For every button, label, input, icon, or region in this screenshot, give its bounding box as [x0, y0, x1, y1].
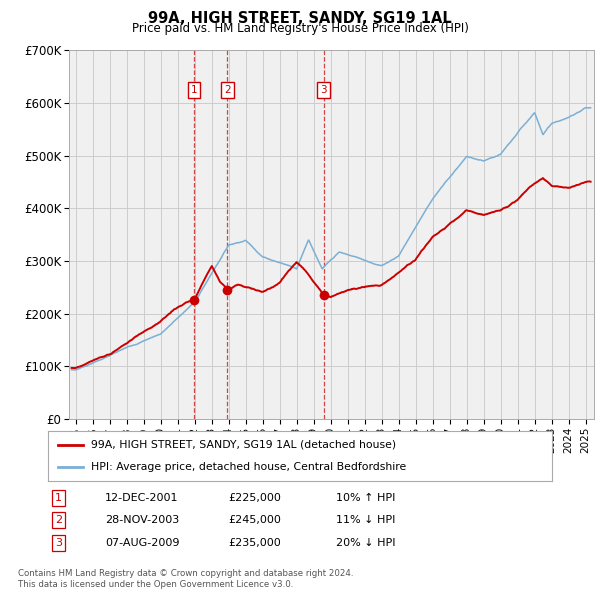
- Text: 99A, HIGH STREET, SANDY, SG19 1AL: 99A, HIGH STREET, SANDY, SG19 1AL: [148, 11, 452, 25]
- Text: 12-DEC-2001: 12-DEC-2001: [105, 493, 179, 503]
- Text: HPI: Average price, detached house, Central Bedfordshire: HPI: Average price, detached house, Cent…: [91, 462, 406, 472]
- Text: Price paid vs. HM Land Registry's House Price Index (HPI): Price paid vs. HM Land Registry's House …: [131, 22, 469, 35]
- Text: 2: 2: [55, 516, 62, 525]
- Text: 11% ↓ HPI: 11% ↓ HPI: [336, 516, 395, 525]
- Text: Contains HM Land Registry data © Crown copyright and database right 2024.
This d: Contains HM Land Registry data © Crown c…: [18, 569, 353, 589]
- Text: £225,000: £225,000: [228, 493, 281, 503]
- Text: 3: 3: [320, 84, 327, 94]
- Text: 20% ↓ HPI: 20% ↓ HPI: [336, 538, 395, 548]
- Text: 07-AUG-2009: 07-AUG-2009: [105, 538, 179, 548]
- Text: 3: 3: [55, 538, 62, 548]
- Text: 1: 1: [55, 493, 62, 503]
- Text: 2: 2: [224, 84, 230, 94]
- Text: £245,000: £245,000: [228, 516, 281, 525]
- Text: 99A, HIGH STREET, SANDY, SG19 1AL (detached house): 99A, HIGH STREET, SANDY, SG19 1AL (detac…: [91, 440, 396, 450]
- Text: 28-NOV-2003: 28-NOV-2003: [105, 516, 179, 525]
- Text: 10% ↑ HPI: 10% ↑ HPI: [336, 493, 395, 503]
- Text: £235,000: £235,000: [228, 538, 281, 548]
- Text: 1: 1: [191, 84, 197, 94]
